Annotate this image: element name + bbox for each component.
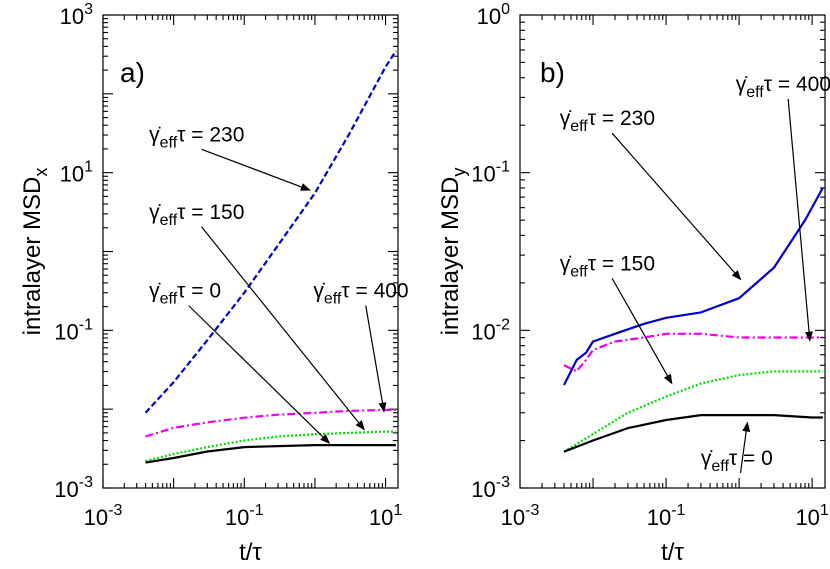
y-tick-label: 10-3 <box>471 474 510 502</box>
x-tick-label: 101 <box>795 502 828 530</box>
annotation-label-3: γ̇effτ = 0 <box>149 280 221 308</box>
annotation-label-1: γ̇effτ = 230 <box>149 123 244 151</box>
chart-panel-1: 10-3 10-1 101 10-3 10-1 101 103 γ̇effτ = 230 γ̇e… <box>19 1 409 566</box>
annotation-label-4: γ̇effτ = 400 <box>313 280 408 308</box>
y-tick-label: 101 <box>60 159 93 187</box>
series-line-4 <box>145 444 396 464</box>
series-line-1 <box>144 50 397 414</box>
y-tick-label: 103 <box>60 1 93 29</box>
y-axis-label: intralayer MSDy <box>437 168 469 336</box>
annotation-label-4: γ̇effτ = 400 <box>736 73 830 101</box>
y-axis-label: intralayer MSDx <box>19 168 51 336</box>
panel-label: a) <box>120 57 145 88</box>
y-tick-label: 100 <box>477 1 510 29</box>
annotation-label-1: γ̇effτ = 230 <box>560 107 655 135</box>
series-line-4 <box>563 414 823 453</box>
annotation-arrow-1 <box>611 132 742 281</box>
axis-ticks <box>519 14 825 489</box>
chart-panel-2: 10-3 10-1 101 10-3 10-2 10-1 100 γ̇effτ = 230 γ̇… <box>437 1 830 566</box>
annotation-arrow-1 <box>201 148 311 191</box>
annotation-arrow-4 <box>365 305 387 413</box>
annotation-arrow-3 <box>188 305 331 444</box>
x-tick-label: 10-3 <box>501 502 540 530</box>
x-tick-label: 10-3 <box>84 502 123 530</box>
x-tick-label: 10-1 <box>225 502 264 530</box>
annotation-arrow-2 <box>611 278 673 385</box>
y-tick-label: 10-1 <box>471 159 510 187</box>
series-line-2 <box>145 408 396 438</box>
annotation-label-3: γ̇effτ = 0 <box>701 447 773 475</box>
annotation-arrow-2 <box>201 226 365 431</box>
y-tick-label: 10-1 <box>54 316 93 344</box>
series-group <box>144 50 397 464</box>
series-line-1 <box>563 187 824 386</box>
series-group <box>563 187 824 453</box>
x-tick-label: 10-1 <box>647 502 686 530</box>
y-tick-label: 10-2 <box>471 316 510 344</box>
panel-label: b) <box>540 57 565 88</box>
x-tick-label: 101 <box>369 502 402 530</box>
series-line-2 <box>563 332 823 373</box>
series-line-3 <box>563 370 823 453</box>
y-tick-label: 10-3 <box>54 474 93 502</box>
annotation-arrow-4 <box>787 98 814 342</box>
annotation-arrow-3 <box>739 421 751 474</box>
series-line-3 <box>145 430 396 463</box>
plot-frame <box>102 14 399 489</box>
x-axis-label: t/τ <box>239 539 262 566</box>
annotation-label-2: γ̇effτ = 150 <box>149 201 244 229</box>
plot-frame <box>519 14 826 489</box>
annotation-label-2: γ̇effτ = 150 <box>560 252 655 280</box>
x-axis-label: t/τ <box>661 539 684 566</box>
